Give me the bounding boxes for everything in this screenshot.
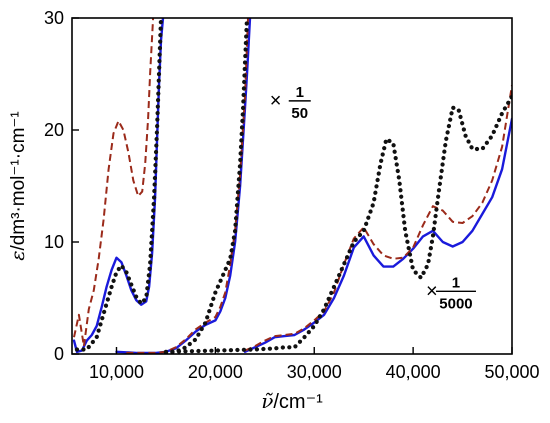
x-tick-label: 40,000 — [386, 362, 441, 382]
series-dashed-segment-1 — [73, 18, 155, 348]
y-axis-label-symbol: ε — [7, 251, 29, 261]
x-ticks: 10,000 20,000 30,000 40,000 50,000 — [89, 347, 540, 382]
x-axis-label-symbol: ν̃ — [261, 389, 273, 413]
scale-annotation: × 1 5000 — [426, 274, 476, 312]
multiply-sign: × — [270, 90, 282, 112]
series-dashed-segment-3 — [244, 85, 512, 352]
fraction-denominator: 50 — [291, 105, 308, 122]
fraction-numerator: 1 — [296, 84, 304, 101]
y-ticks: 0 10 20 30 — [44, 8, 79, 364]
multiply-sign: × — [426, 280, 438, 302]
series-solid-segment-1 — [72, 18, 165, 353]
series-solid-segment-3 — [243, 117, 512, 353]
fraction-numerator: 1 — [452, 274, 460, 291]
annotations: × 1 50 × 1 5000 — [270, 84, 476, 312]
series-layer — [72, 18, 512, 354]
series-dotted-segment-3 — [163, 94, 512, 354]
y-axis-label: ε/dm³·mol⁻¹·cm⁻¹ — [7, 111, 29, 261]
x-tick-label: 30,000 — [287, 362, 342, 382]
y-axis-label-unit: /dm³·mol⁻¹·cm⁻¹ — [8, 111, 29, 250]
series-solid-segment-2 — [115, 18, 252, 354]
x-tick-label: 50,000 — [484, 362, 539, 382]
series-dotted-segment-2 — [163, 18, 250, 354]
y-tick-label: 10 — [44, 232, 64, 252]
plot-frame — [71, 17, 513, 355]
x-axis-label-unit: /cm⁻¹ — [273, 391, 323, 413]
y-tick-label: 0 — [54, 344, 64, 364]
fraction-denominator: 5000 — [439, 295, 472, 312]
y-tick-label: 30 — [44, 8, 64, 28]
x-tick-label: 10,000 — [89, 362, 144, 382]
series-dotted-segment-1 — [74, 18, 164, 352]
x-axis-label: ν̃/cm⁻¹ — [261, 389, 323, 413]
y-tick-label: 20 — [44, 120, 64, 140]
x-tick-label: 20,000 — [188, 362, 243, 382]
scale-annotation: × 1 50 — [270, 84, 311, 122]
